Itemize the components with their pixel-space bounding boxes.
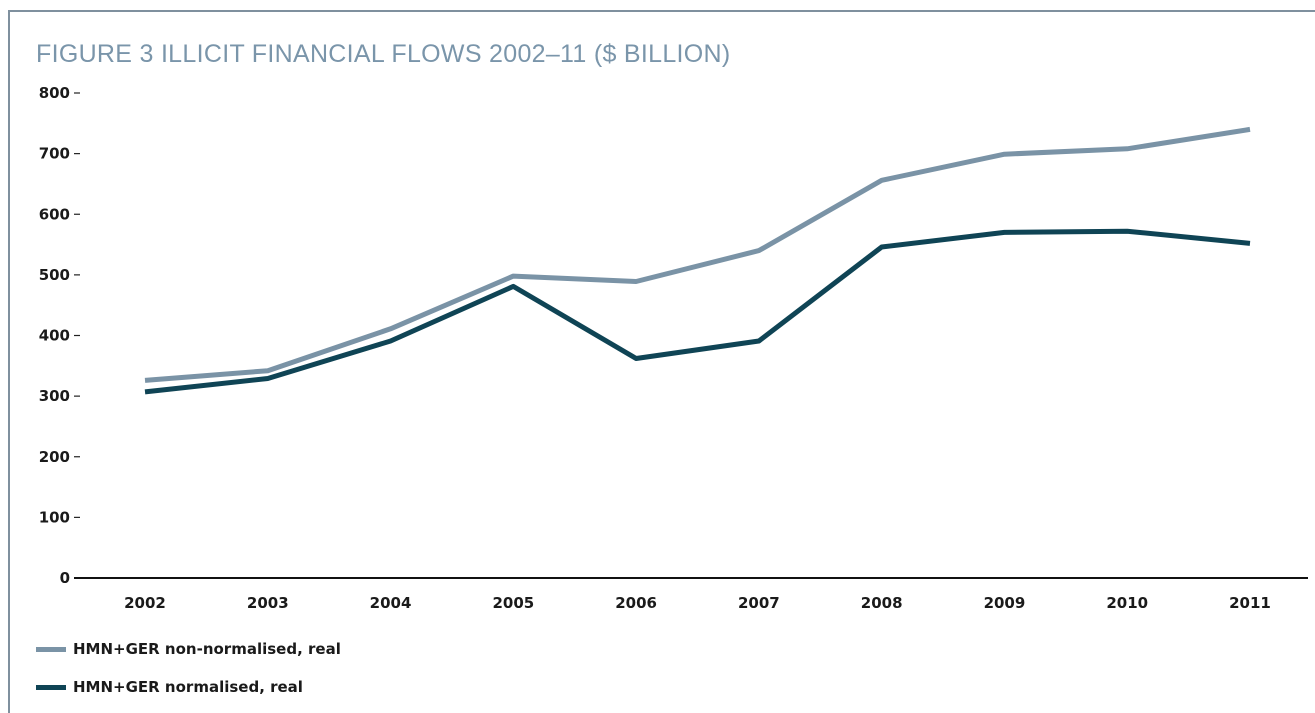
y-tick-label-800: 800 <box>39 84 70 102</box>
series-line-non-normalised <box>145 129 1250 380</box>
y-tick-label-400: 400 <box>39 327 70 345</box>
series-line-normalised <box>145 231 1250 392</box>
x-tick-label-2004: 2004 <box>370 594 412 612</box>
x-tick-label-2007: 2007 <box>738 594 780 612</box>
y-tick-label-300: 300 <box>39 387 70 405</box>
x-tick-label-2010: 2010 <box>1106 594 1148 612</box>
x-tick-label-2002: 2002 <box>124 594 166 612</box>
legend-swatch-normalised <box>36 685 66 690</box>
y-tick-label-100: 100 <box>39 508 70 526</box>
y-tick-label-700: 700 <box>39 145 70 163</box>
x-tick-label-2008: 2008 <box>861 594 903 612</box>
legend-item-non-normalised: HMN+GER non-normalised, real <box>36 640 341 658</box>
x-tick-label-2006: 2006 <box>615 594 657 612</box>
y-tick-label-200: 200 <box>39 448 70 466</box>
legend-swatch-non-normalised <box>36 647 66 652</box>
x-tick-label-2009: 2009 <box>984 594 1026 612</box>
x-tick-label-2003: 2003 <box>247 594 289 612</box>
legend-label-non-normalised: HMN+GER non-normalised, real <box>73 640 341 658</box>
x-tick-label-2011: 2011 <box>1229 594 1271 612</box>
legend-label-normalised: HMN+GER normalised, real <box>73 678 303 696</box>
x-tick-label-2005: 2005 <box>492 594 534 612</box>
y-tick-label-600: 600 <box>39 205 70 223</box>
y-tick-label-0: 0 <box>60 569 70 587</box>
y-tick-label-500: 500 <box>39 266 70 284</box>
legend-item-normalised: HMN+GER normalised, real <box>36 678 303 696</box>
